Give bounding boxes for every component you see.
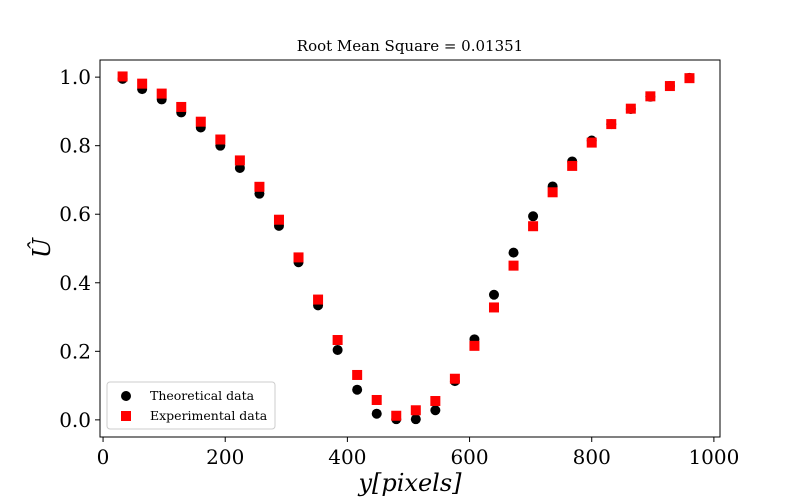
experimental-point: [567, 160, 578, 171]
experimental-point: [469, 340, 480, 351]
experimental-point: [547, 187, 558, 198]
experimental-point: [195, 116, 206, 127]
experimental-point: [371, 394, 382, 405]
series-layer: [117, 71, 695, 425]
experimental-point: [488, 302, 499, 313]
experimental-point: [449, 373, 460, 384]
experimental-point: [606, 119, 617, 130]
y-tick-label: 1.0: [59, 65, 91, 89]
theoretical-point: [430, 405, 441, 416]
y-tick-label: 0.4: [59, 271, 91, 295]
experimental-point: [176, 101, 187, 112]
theoretical-point: [508, 247, 519, 258]
theoretical-point: [332, 344, 343, 355]
experimental-point: [528, 221, 539, 232]
experimental-point: [625, 103, 636, 114]
experimental-point: [313, 294, 324, 305]
experimental-point: [410, 405, 421, 416]
experimental-point: [352, 369, 363, 380]
legend-box: [106, 381, 276, 430]
theoretical-point: [371, 408, 382, 419]
experimental-point: [332, 335, 343, 346]
x-tick-label: 600: [450, 445, 488, 469]
experimental-point: [664, 81, 675, 92]
theoretical-point: [528, 211, 539, 222]
y-axis-label: Û: [27, 237, 56, 258]
experimental-point: [391, 410, 402, 421]
legend: Theoretical data Experimental data: [106, 381, 276, 430]
axes-frame: [99, 59, 721, 438]
y-axis-ticks: 0.0 0.2 0.4 0.6 0.8 1.0: [59, 65, 100, 432]
theoretical-point: [352, 384, 363, 395]
x-tick-label: 400: [328, 445, 366, 469]
experimental-point: [586, 137, 597, 148]
experimental-point: [215, 134, 226, 145]
x-axis-label: y[pixels]: [357, 469, 462, 497]
y-tick-label: 0.2: [59, 339, 91, 363]
x-tick-label: 200: [206, 445, 244, 469]
experimental-point: [508, 260, 519, 271]
experimental-point: [137, 78, 148, 89]
x-tick-label: 1000: [688, 445, 739, 469]
y-tick-label: 0.8: [59, 134, 91, 158]
legend-marker-theoretical: [121, 391, 131, 401]
y-tick-label: 0.6: [59, 202, 91, 226]
legend-label-theoretical: Theoretical data: [150, 388, 255, 403]
experimental-point: [684, 73, 695, 84]
experimental-point: [234, 155, 245, 166]
plot-area: 0 200 400 600 800 1000 0.0 0.2 0.4 0.6 0.8 1.0: [59, 59, 739, 469]
x-tick-label: 0: [97, 445, 110, 469]
x-tick-label: 800: [573, 445, 611, 469]
x-axis-ticks: 0 200 400 600 800 1000: [97, 437, 739, 469]
experimental-point: [293, 252, 304, 263]
experimental-point: [273, 214, 284, 225]
chart-title: Root Mean Square = 0.01351: [297, 37, 523, 55]
experimental-point: [254, 181, 265, 192]
y-tick-label: 0.0: [59, 408, 91, 432]
experimental-point: [430, 396, 441, 407]
legend-label-experimental: Experimental data: [150, 408, 268, 423]
series-experimental: [117, 71, 695, 421]
theoretical-point: [488, 289, 499, 300]
experimental-point: [645, 91, 656, 102]
legend-marker-experimental: [121, 411, 131, 421]
theoretical-point: [234, 162, 245, 173]
theoretical-point: [410, 414, 421, 425]
experimental-point: [117, 71, 128, 82]
experimental-point: [156, 88, 167, 99]
